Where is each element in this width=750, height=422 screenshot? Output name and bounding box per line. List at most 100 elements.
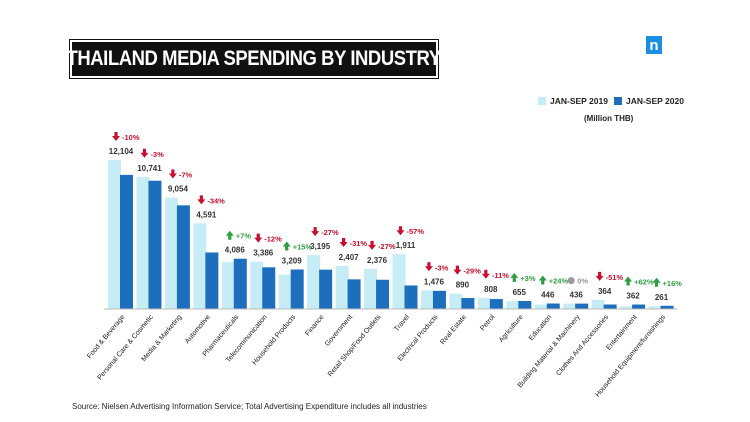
- down-arrow-icon-13: [481, 269, 490, 279]
- bar-2020-2: [176, 205, 190, 309]
- change-label-3: -34%: [207, 196, 225, 205]
- change-label-16: 0%: [577, 277, 588, 286]
- down-arrow-icon-3: [197, 195, 206, 205]
- title-box: THAILAND MEDIA SPENDING BY INDUSTRY: [66, 39, 442, 79]
- legend-label-2020: JAN-SEP 2020: [625, 96, 684, 106]
- bar-2019-19: [648, 306, 662, 309]
- data-label-10: 1,911: [396, 241, 416, 250]
- bar-2020-17: [603, 304, 617, 309]
- bar-2019-2: [164, 197, 178, 309]
- bar-2020-6: [290, 269, 304, 309]
- source-note: Source: Nielsen Advertising Information …: [72, 402, 427, 411]
- category-label-10: Travel: [393, 313, 411, 333]
- bar-2019-5: [250, 261, 264, 309]
- down-arrow-icon-2: [168, 169, 177, 179]
- change-label-10: -57%: [407, 227, 425, 236]
- bar-2020-5: [262, 267, 276, 309]
- change-label-9: -27%: [378, 242, 396, 251]
- down-arrow-icon-10: [396, 226, 405, 236]
- data-label-2: 9,054: [168, 185, 189, 194]
- category-label-12: Real Estate: [439, 314, 468, 346]
- bar-2019-10: [392, 254, 406, 309]
- change-label-7: -27%: [321, 228, 339, 237]
- nielsen-logo-icon: n: [646, 36, 662, 54]
- bar-2020-11: [432, 290, 446, 309]
- change-label-17: -51%: [606, 273, 624, 282]
- bar-2020-4: [233, 258, 247, 309]
- change-label-0: -10%: [122, 133, 140, 142]
- bar-2019-14: [506, 301, 520, 309]
- change-label-15: +24%: [549, 277, 569, 286]
- bar-2019-4: [221, 261, 235, 309]
- category-label-15: Education: [528, 314, 553, 342]
- data-label-7: 3,195: [310, 242, 331, 251]
- data-label-13: 808: [484, 285, 498, 294]
- bar-2019-11: [420, 290, 434, 309]
- change-label-5: -12%: [264, 235, 282, 244]
- change-label-19: +16%: [663, 279, 683, 288]
- data-label-14: 655: [513, 288, 527, 297]
- data-label-3: 4,591: [196, 210, 217, 219]
- bar-2020-9: [376, 279, 390, 309]
- data-label-15: 446: [541, 291, 555, 300]
- up-arrow-icon-6: [282, 241, 291, 251]
- data-label-8: 2,407: [339, 253, 360, 262]
- data-label-18: 362: [626, 292, 640, 301]
- data-label-17: 364: [598, 287, 612, 296]
- category-label-8: Government: [324, 314, 354, 348]
- down-arrow-icon-17: [595, 271, 604, 281]
- down-arrow-icon-9: [368, 240, 377, 250]
- down-arrow-icon-12: [453, 265, 462, 275]
- category-label-17: Clothes And Accessories: [555, 313, 610, 377]
- bar-2020-12: [461, 298, 475, 309]
- change-label-12: -29%: [463, 267, 481, 276]
- bar-2019-0: [108, 160, 121, 309]
- data-label-1: 10,741: [137, 164, 162, 173]
- data-label-16: 436: [570, 291, 584, 300]
- change-label-1: -3%: [150, 150, 164, 159]
- up-arrow-icon-4: [225, 230, 234, 240]
- bar-2019-15: [534, 304, 548, 309]
- bar-2020-15: [546, 303, 560, 309]
- data-label-9: 2,376: [367, 256, 388, 265]
- data-label-6: 3,209: [282, 256, 303, 265]
- category-label-13: Petrol: [479, 313, 496, 332]
- bar-2020-0: [120, 174, 133, 309]
- bar-2020-7: [319, 269, 333, 309]
- down-arrow-icon-1: [140, 148, 149, 158]
- bar-2019-18: [620, 306, 634, 309]
- down-arrow-icon-8: [339, 238, 348, 248]
- bar-2020-14: [518, 300, 532, 309]
- bar-2020-19: [660, 305, 674, 309]
- data-label-5: 3,386: [253, 249, 274, 258]
- data-label-11: 1,476: [424, 277, 445, 286]
- bar-2019-13: [477, 297, 491, 309]
- category-label-1: Personal Care & Cosmetic: [97, 313, 156, 381]
- bar-2020-8: [347, 279, 361, 309]
- change-label-4: +7%: [236, 232, 252, 241]
- chart-title: THAILAND MEDIA SPENDING BY INDUSTRY: [66, 47, 442, 70]
- up-arrow-icon-14: [510, 272, 519, 282]
- data-label-19: 261: [655, 293, 669, 302]
- bar-2019-16: [563, 303, 577, 309]
- change-label-13: -11%: [492, 271, 509, 280]
- bar-2020-18: [632, 304, 646, 309]
- bar-2020-3: [205, 252, 219, 309]
- change-label-18: +62%: [634, 278, 654, 287]
- category-label-9: Retail Shop/Food Outlets: [327, 313, 383, 378]
- unit-label: (Million THB): [584, 114, 634, 123]
- bar-2019-3: [193, 223, 207, 309]
- change-label-2: -7%: [179, 171, 193, 180]
- change-label-6: +15%: [293, 242, 313, 251]
- change-label-11: -3%: [435, 263, 449, 272]
- data-label-4: 4,086: [225, 246, 246, 255]
- bar-2019-8: [335, 266, 349, 309]
- bar-2019-1: [136, 176, 150, 309]
- down-arrow-icon-7: [311, 227, 320, 237]
- bar-2020-10: [404, 285, 418, 309]
- bar-2020-1: [148, 180, 162, 309]
- down-arrow-icon-5: [254, 233, 263, 243]
- category-label-3: Automotive: [184, 314, 212, 345]
- down-arrow-icon-0: [112, 132, 120, 141]
- bar-2019-6: [278, 274, 292, 309]
